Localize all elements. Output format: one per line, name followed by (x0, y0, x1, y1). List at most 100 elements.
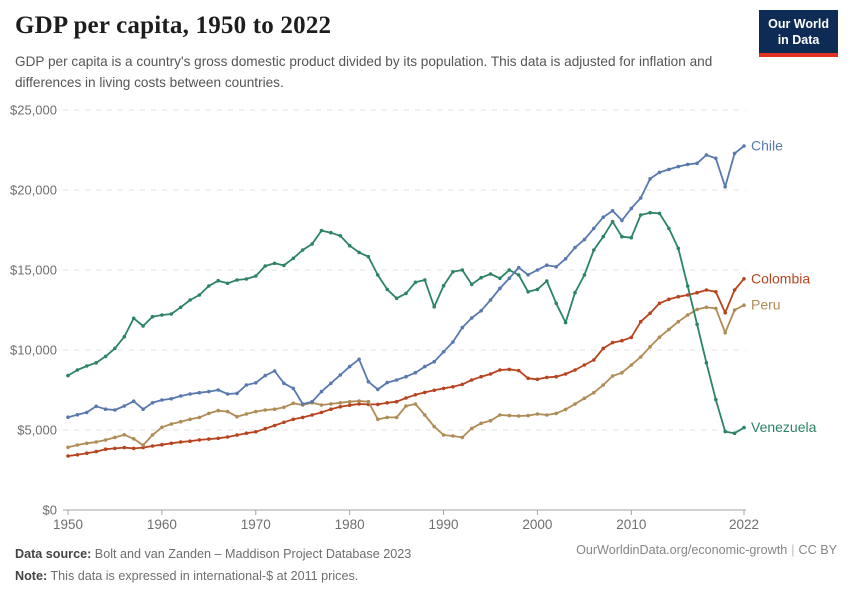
series-marker-venezuela (423, 278, 427, 282)
series-marker-colombia (573, 368, 577, 372)
series-marker-chile (207, 389, 211, 394)
series-marker-venezuela (235, 278, 239, 282)
series-marker-chile (732, 151, 737, 156)
series-marker-colombia (526, 376, 530, 381)
series-marker-peru (197, 415, 202, 420)
series-marker-peru (629, 363, 634, 367)
series-marker-venezuela (554, 301, 558, 306)
series-label-peru[interactable]: Peru (751, 297, 781, 313)
series-marker-peru (113, 435, 117, 440)
series-peru[interactable] (66, 303, 746, 450)
series-marker-chile (347, 364, 352, 369)
series-marker-peru (563, 407, 568, 412)
series-marker-peru (451, 434, 455, 438)
series-marker-chile (178, 394, 183, 398)
series-marker-colombia (291, 417, 296, 422)
series-marker-peru (94, 440, 98, 444)
series-marker-peru (432, 424, 437, 429)
series-marker-peru (714, 306, 718, 311)
series-marker-chile (441, 350, 446, 354)
series-marker-peru (413, 402, 418, 406)
series-marker-chile (385, 380, 390, 385)
series-marker-colombia (582, 363, 587, 367)
series-marker-chile (357, 357, 361, 362)
series-marker-peru (516, 414, 521, 418)
series-marker-venezuela (451, 270, 455, 274)
owid-logo[interactable]: Our World in Data (759, 10, 838, 58)
series-marker-venezuela (357, 250, 361, 255)
series-marker-colombia (601, 346, 605, 351)
series-marker-peru (732, 308, 737, 312)
series-marker-chile (601, 215, 605, 219)
series-marker-peru (573, 402, 577, 406)
series-marker-venezuela (169, 312, 174, 316)
series-label-colombia[interactable]: Colombia (751, 270, 810, 286)
series-marker-chile (254, 381, 258, 385)
series-colombia[interactable] (66, 277, 746, 458)
footer-source-note: Data source: Bolt and van Zanden – Maddi… (15, 543, 411, 587)
data-source-row: Data source: Bolt and van Zanden – Maddi… (15, 543, 411, 565)
license-link[interactable]: CC BY (798, 543, 838, 557)
series-marker-chile (131, 399, 136, 404)
series-marker-colombia (150, 444, 155, 448)
series-marker-peru (103, 438, 108, 442)
series-marker-colombia (441, 386, 446, 391)
series-marker-peru (535, 412, 540, 416)
series-chile[interactable] (66, 144, 746, 420)
series-marker-chile (75, 413, 80, 417)
y-tick-label: $10,000 (10, 343, 57, 358)
series-marker-chile (113, 408, 117, 412)
series-marker-colombia (460, 382, 465, 387)
series-marker-venezuela (225, 281, 230, 286)
x-tick-label: 1990 (429, 517, 459, 532)
series-venezuela[interactable] (66, 210, 746, 436)
series-marker-chile (404, 374, 408, 379)
series-marker-colombia (516, 368, 521, 373)
series-marker-peru (657, 335, 662, 340)
series-marker-colombia (563, 372, 568, 376)
series-marker-peru (291, 401, 296, 406)
series-marker-peru (545, 413, 549, 417)
series-marker-venezuela (319, 228, 324, 233)
series-marker-chile (122, 404, 127, 408)
series-marker-venezuela (507, 268, 512, 272)
series-marker-chile (545, 263, 549, 268)
series-marker-colombia (347, 403, 352, 408)
series-marker-venezuela (742, 425, 746, 430)
owid-logo-line2: in Data (777, 32, 820, 47)
series-marker-venezuela (282, 263, 286, 268)
series-label-chile[interactable]: Chile (751, 138, 783, 154)
x-tick-label: 2010 (616, 517, 646, 532)
series-marker-colombia (695, 290, 699, 295)
series-marker-chile (291, 386, 296, 391)
footer-separator: | (791, 543, 795, 557)
series-marker-venezuela (563, 320, 568, 325)
series-marker-chile (516, 265, 521, 270)
series-marker-chile (141, 407, 145, 412)
x-tick-label: 1970 (241, 517, 271, 532)
series-marker-chile (498, 286, 502, 291)
series-label-venezuela[interactable]: Venezuela (751, 419, 817, 435)
note-row: Note: This data is expressed in internat… (15, 565, 411, 587)
series-line-colombia[interactable] (67, 277, 745, 457)
series-marker-colombia (732, 288, 737, 292)
series-marker-peru (742, 303, 746, 308)
series-marker-chile (66, 415, 70, 420)
series-marker-peru (469, 426, 474, 431)
x-tick-label: 2000 (522, 517, 552, 532)
series-marker-colombia (714, 290, 718, 294)
series-marker-venezuela (432, 305, 437, 309)
series-line-venezuela[interactable] (67, 211, 745, 435)
series-marker-colombia (160, 442, 164, 447)
series-marker-peru (488, 418, 493, 423)
series-marker-colombia (235, 433, 239, 437)
series-marker-chile (169, 397, 174, 401)
owid-url-link[interactable]: OurWorldinData.org/economic-growth (576, 543, 788, 557)
series-marker-peru (376, 417, 380, 422)
series-marker-venezuela (469, 282, 474, 287)
series-marker-chile (704, 153, 709, 157)
series-marker-venezuela (676, 246, 681, 251)
series-marker-colombia (432, 388, 437, 393)
series-marker-chile (103, 407, 108, 412)
